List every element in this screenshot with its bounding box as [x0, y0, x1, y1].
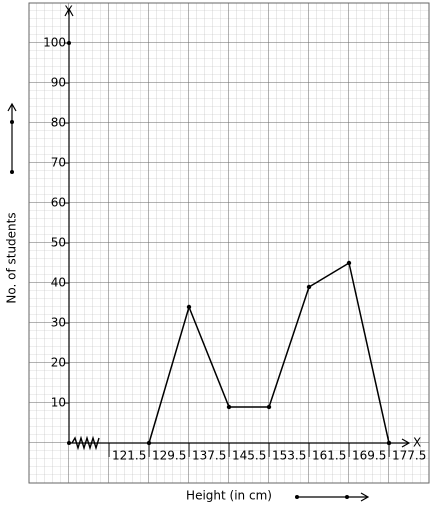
- y-tick-label: 40: [51, 276, 66, 290]
- y-tick-label: 90: [51, 76, 66, 90]
- data-point: [266, 404, 272, 410]
- y-axis-name: Y: [64, 4, 73, 18]
- data-point: [386, 440, 392, 446]
- y-tick-label: 70: [51, 156, 66, 170]
- data-point: [346, 260, 352, 266]
- y-axis-title: No. of students: [5, 212, 19, 303]
- axes: [7, 7, 411, 502]
- x-axis-name: X: [413, 436, 421, 450]
- x-tick-label: 145.5: [232, 449, 266, 463]
- data-point: [146, 440, 152, 446]
- data-point: [186, 304, 192, 310]
- x-tick-label: 161.5: [312, 449, 346, 463]
- x-axis-title: Height (in cm): [186, 489, 272, 503]
- graph-paper: [28, 2, 430, 484]
- y-tick-label: 100: [43, 36, 66, 50]
- x-tick-label: 169.5: [352, 449, 386, 463]
- x-tick-label: 121.5: [112, 449, 146, 463]
- x-tick-label: 177.5: [392, 449, 426, 463]
- x-tick-label: 153.5: [272, 449, 306, 463]
- y-tick-label: 30: [51, 316, 66, 330]
- data-point: [226, 404, 232, 410]
- x-tick-label: 137.5: [192, 449, 226, 463]
- y-tick-label: 10: [51, 396, 66, 410]
- y-tick-label: 50: [51, 236, 66, 250]
- x-tick-label: 129.5: [152, 449, 186, 463]
- y-tick-label: 80: [51, 116, 66, 130]
- y-tick-label: 20: [51, 356, 66, 370]
- y-tick-label: 60: [51, 196, 66, 210]
- data-point: [306, 284, 312, 290]
